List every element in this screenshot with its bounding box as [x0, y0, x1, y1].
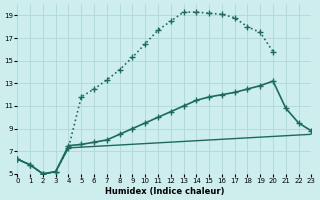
X-axis label: Humidex (Indice chaleur): Humidex (Indice chaleur)	[105, 187, 224, 196]
